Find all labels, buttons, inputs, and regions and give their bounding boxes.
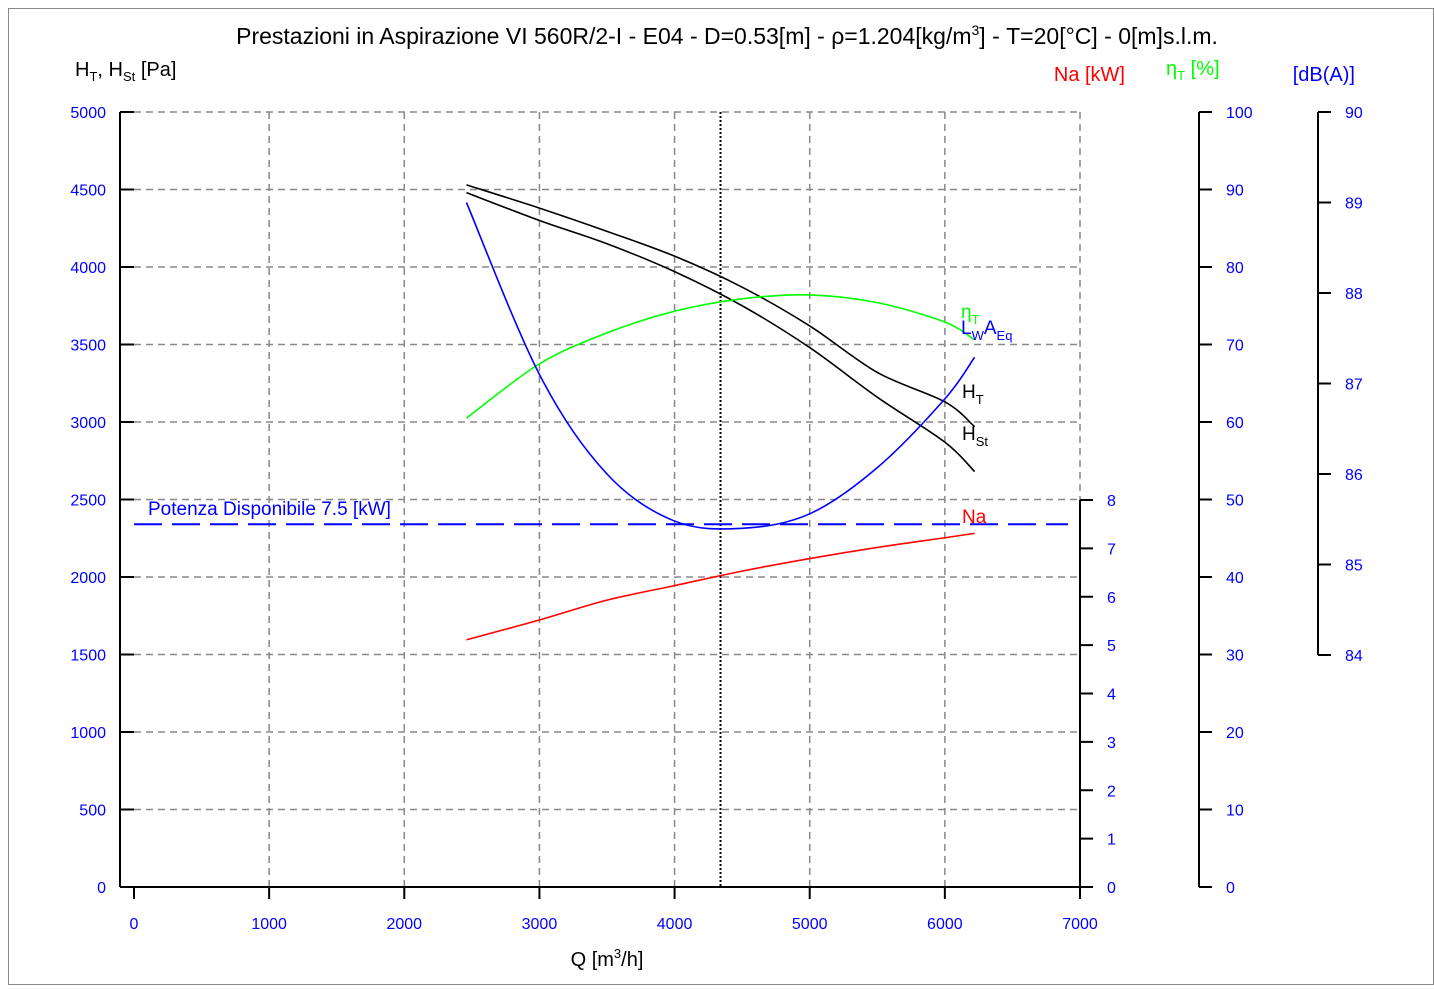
series-line-lwaeq [465,202,976,530]
pressure-tick-label: 4500 [70,183,106,200]
power-tick-label: 3 [1107,735,1116,752]
power-tick-label: 1 [1107,832,1116,849]
power-tick-label: 0 [1107,880,1116,897]
pressure-tick-label: 5000 [70,105,106,122]
available-power-label: Potenza Disponibile 7.5 [kW] [148,499,391,520]
noise-tick-label: 88 [1345,286,1363,303]
efficiency-tick-label: 20 [1226,725,1244,742]
axes: 0 1000 2000 3000 4000 5000 6000 700005001000150… [70,105,1362,933]
noise-tick-label: 90 [1345,105,1363,122]
noise-tick-label: 87 [1345,377,1363,394]
noise-tick-label: 86 [1345,467,1363,484]
efficiency-tick-label: 40 [1226,570,1244,587]
series-line-ηt [465,293,976,419]
series-label-hst: HSt [962,424,988,449]
efficiency-tick-label: 70 [1226,338,1244,355]
x-tick-label: 1000 [251,916,287,933]
pressure-tick-label: 2500 [70,493,106,510]
power-tick-label: 7 [1107,541,1116,558]
x-tick-label: 0 [130,916,139,933]
pressure-tick-label: 2000 [70,570,106,587]
efficiency-axis-label: ηT [%] [1166,58,1220,83]
x-tick-label: 6000 [927,916,963,933]
x-tick-label: 3000 [522,916,558,933]
chart-title: Prestazioni in Aspirazione VI 560R/2-I -… [236,22,1218,49]
efficiency-tick-label: 50 [1226,493,1244,510]
x-axis-label: Q [m3/h] [571,946,644,971]
power-tick-label: 6 [1107,590,1116,607]
grid [134,111,1081,887]
efficiency-tick-label: 80 [1226,260,1244,277]
series-label-ηt: ηT [961,302,980,327]
efficiency-tick-label: 90 [1226,183,1244,200]
power-tick-label: 5 [1107,638,1116,655]
pressure-tick-label: 3500 [70,338,106,355]
series-label-na: Na [962,507,987,528]
series [134,184,1068,641]
pressure-axis-label: HT, HSt [Pa] [75,59,176,84]
power-axis-label: Na [kW] [1054,64,1125,86]
x-tick-label: 7000 [1062,916,1098,933]
x-tick-label: 2000 [386,916,422,933]
power-tick-label: 8 [1107,493,1116,510]
efficiency-tick-label: 30 [1226,648,1244,665]
series-line-ht [466,184,976,428]
noise-axis-label: [dB(A)] [1293,64,1355,86]
pressure-tick-label: 3000 [70,415,106,432]
pressure-tick-label: 1000 [70,725,106,742]
series-labels: Potenza Disponibile 7.5 [kW] HT HSt Na ηTLWA… [148,302,1012,528]
efficiency-tick-label: 0 [1226,880,1235,897]
efficiency-tick-label: 60 [1226,415,1244,432]
pressure-tick-label: 4000 [70,260,106,277]
series-line-na [466,532,975,641]
pressure-tick-label: 1500 [70,648,106,665]
series-label-ht: HT [962,382,984,407]
noise-tick-label: 85 [1345,558,1363,575]
series-line-hst [466,191,976,473]
pressure-tick-label: 500 [79,803,106,820]
pressure-tick-label: 0 [97,880,106,897]
noise-tick-label: 84 [1345,648,1363,665]
power-tick-label: 2 [1107,783,1116,800]
series-label-lwaeq: LWAEq [961,318,1012,343]
efficiency-tick-label: 10 [1226,803,1244,820]
noise-tick-label: 89 [1345,196,1363,213]
power-tick-label: 4 [1107,687,1116,704]
x-tick-label: 5000 [792,916,828,933]
efficiency-tick-label: 100 [1226,105,1253,122]
x-tick-label: 4000 [657,916,693,933]
